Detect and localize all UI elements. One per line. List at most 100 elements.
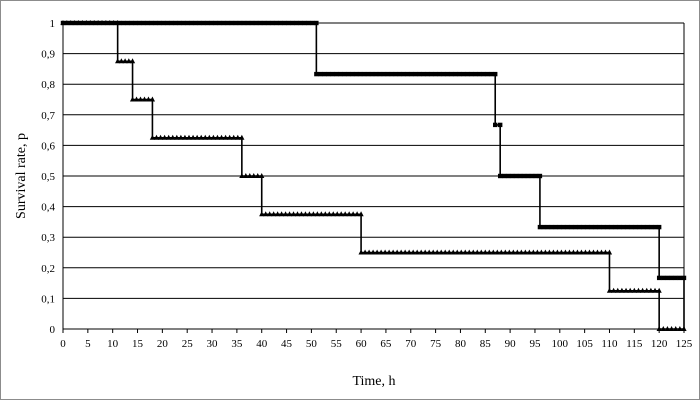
data-point xyxy=(433,71,438,77)
data-point xyxy=(434,249,440,255)
gridlines xyxy=(63,22,684,330)
data-point xyxy=(318,211,324,217)
data-point xyxy=(606,287,613,293)
data-point xyxy=(231,134,237,140)
data-point xyxy=(145,96,152,102)
x-tick-label: 0 xyxy=(60,338,66,350)
x-axis-label: Time, h xyxy=(352,374,395,389)
x-tick-label: 5 xyxy=(85,338,91,350)
data-point xyxy=(99,20,105,25)
data-point xyxy=(649,224,654,230)
data-point xyxy=(573,224,578,230)
data-point xyxy=(598,249,605,255)
data-point xyxy=(373,71,379,77)
data-point xyxy=(530,249,536,255)
data-point xyxy=(149,20,154,26)
data-point xyxy=(581,224,586,230)
data-point xyxy=(681,275,687,281)
data-point xyxy=(314,71,319,77)
data-point xyxy=(522,249,528,255)
data-point xyxy=(525,173,531,179)
data-point xyxy=(570,249,577,255)
data-point xyxy=(64,20,70,25)
data-point xyxy=(190,134,196,140)
data-point xyxy=(385,71,391,77)
data-point xyxy=(425,71,430,77)
data-point xyxy=(466,249,472,255)
data-point xyxy=(201,20,206,26)
data-point xyxy=(490,249,496,255)
x-tick-label: 20 xyxy=(157,338,169,350)
data-point xyxy=(457,71,462,77)
data-point xyxy=(398,249,404,255)
data-point xyxy=(619,287,625,293)
y-tick-label: 0,5 xyxy=(41,171,55,183)
data-point xyxy=(493,71,498,77)
data-point xyxy=(417,71,422,77)
data-point xyxy=(465,71,470,77)
y-tick-label: 0,4 xyxy=(41,202,55,214)
data-point xyxy=(361,71,367,77)
data-point xyxy=(169,20,174,26)
data-point xyxy=(302,211,309,217)
x-tick-label: 55 xyxy=(331,338,343,350)
data-point xyxy=(394,249,400,255)
axes xyxy=(62,23,685,333)
data-point xyxy=(318,71,323,77)
data-point xyxy=(358,249,364,255)
data-point xyxy=(470,249,476,255)
data-point xyxy=(239,134,245,140)
data-point xyxy=(174,134,180,140)
data-point xyxy=(173,20,178,26)
data-point xyxy=(290,20,295,26)
x-tick-label: 85 xyxy=(480,338,492,350)
data-point xyxy=(382,249,388,255)
data-point xyxy=(115,58,121,64)
data-point xyxy=(281,20,287,26)
data-point xyxy=(677,326,683,331)
data-point xyxy=(141,20,146,26)
data-point xyxy=(389,71,395,77)
data-point xyxy=(76,20,82,25)
data-point xyxy=(578,249,585,255)
data-point xyxy=(668,326,675,331)
data-point xyxy=(257,20,263,26)
data-point xyxy=(129,96,136,102)
data-point xyxy=(247,173,253,178)
data-point xyxy=(122,58,128,64)
data-point xyxy=(458,249,464,255)
data-point xyxy=(177,20,182,26)
y-axis-label: Survival rate, p xyxy=(14,133,29,219)
data-point xyxy=(261,20,267,26)
x-tick-label: 60 xyxy=(356,338,368,350)
data-point xyxy=(593,224,598,230)
data-point xyxy=(521,173,527,179)
x-tick-label: 90 xyxy=(505,338,517,350)
data-point xyxy=(652,224,658,230)
data-point xyxy=(621,224,626,230)
data-point xyxy=(186,134,192,140)
data-point xyxy=(322,71,327,77)
data-point xyxy=(118,58,124,64)
data-point xyxy=(501,173,507,179)
data-point xyxy=(534,249,540,255)
data-point xyxy=(625,224,630,230)
data-point xyxy=(550,249,556,255)
data-point xyxy=(589,224,594,230)
data-point xyxy=(290,211,297,217)
y-tick-label: 0,6 xyxy=(41,140,55,152)
data-point xyxy=(338,211,344,217)
data-point xyxy=(497,122,503,128)
data-point xyxy=(393,71,399,77)
data-point xyxy=(265,20,271,26)
data-point xyxy=(509,173,515,179)
x-tick-label: 110 xyxy=(601,338,618,350)
data-point xyxy=(502,249,508,255)
data-point xyxy=(91,20,97,25)
data-point xyxy=(310,20,315,26)
data-point xyxy=(390,249,396,255)
data-point xyxy=(149,134,156,140)
data-point xyxy=(669,275,674,281)
data-point xyxy=(259,173,265,178)
data-point xyxy=(664,326,671,331)
